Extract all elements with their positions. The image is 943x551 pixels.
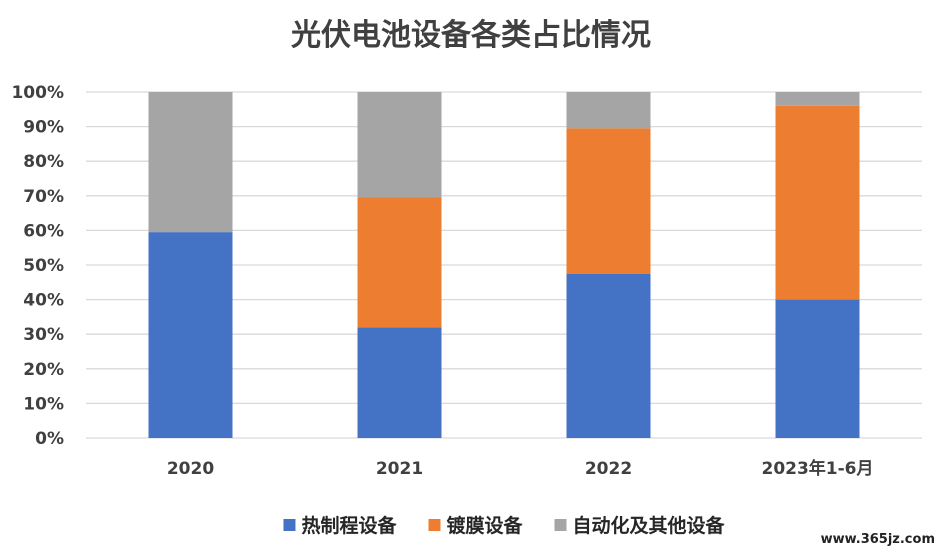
- legend-label: 热制程设备: [301, 514, 397, 537]
- y-tick-label: 80%: [23, 152, 64, 172]
- y-tick-label: 50%: [23, 256, 64, 276]
- bar-segment: [357, 327, 442, 438]
- y-tick-label: 30%: [23, 325, 64, 345]
- bar-segment: [148, 232, 233, 438]
- x-tick-label: 2021: [376, 459, 423, 479]
- bar-segment: [775, 299, 860, 438]
- bar-segment: [775, 92, 860, 106]
- y-tick-label: 20%: [23, 360, 64, 380]
- y-tick-label: 60%: [23, 221, 64, 241]
- bars: [148, 92, 860, 438]
- y-tick-label: 0%: [35, 429, 64, 449]
- bar-segment: [775, 105, 860, 300]
- chart-title: 光伏电池设备各类占比情况: [291, 18, 651, 53]
- bar-segment: [357, 197, 442, 328]
- legend-label: 自动化及其他设备: [573, 514, 726, 537]
- x-tick-label: 2023年1-6月: [761, 458, 873, 479]
- legend: 热制程设备 镀膜设备 自动化及其他设备: [283, 514, 726, 537]
- y-tick-label: 100%: [11, 83, 64, 103]
- watermark-text: www.365jz.com: [821, 532, 935, 547]
- legend-label: 镀膜设备: [446, 514, 523, 537]
- bar-segment: [566, 128, 651, 274]
- x-tick-label: 2022: [585, 459, 632, 479]
- y-tick-label: 70%: [23, 187, 64, 207]
- bar-segment: [566, 92, 651, 129]
- y-axis-ticks: 0% 10% 20% 30% 40% 50% 60% 70% 80% 90% 100%: [11, 83, 64, 449]
- x-tick-label: 2020: [167, 459, 214, 479]
- bar-segment: [148, 92, 233, 233]
- bar-segment: [566, 273, 651, 438]
- bar-segment: [357, 92, 442, 198]
- y-tick-label: 40%: [23, 291, 64, 311]
- y-tick-label: 90%: [23, 118, 64, 138]
- y-tick-label: 10%: [23, 394, 64, 414]
- x-axis-labels: 2020 2021 2022 2023年1-6月: [167, 458, 874, 479]
- legend-swatch: [554, 519, 567, 531]
- legend-swatch: [283, 519, 296, 531]
- legend-swatch: [428, 519, 441, 531]
